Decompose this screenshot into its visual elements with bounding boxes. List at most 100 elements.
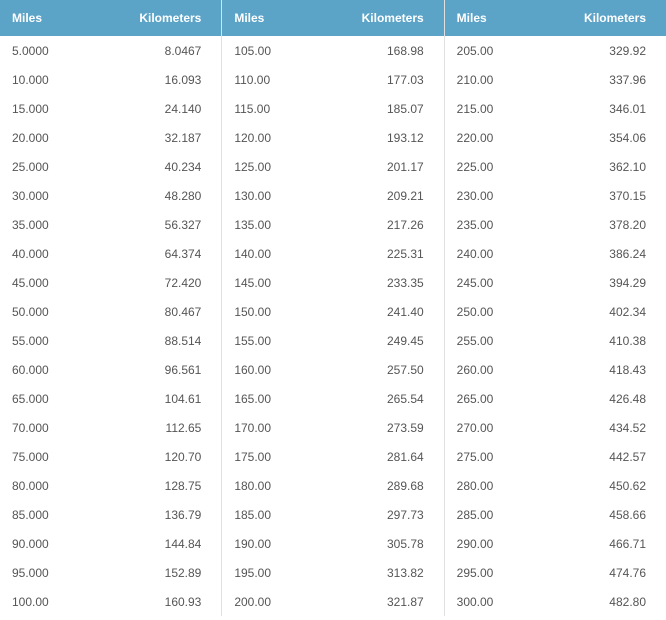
- table-row: 155.00249.45: [222, 326, 443, 355]
- kilometers-cell: 370.15: [551, 185, 666, 207]
- kilometers-cell: 209.21: [329, 185, 444, 207]
- kilometers-cell: 120.70: [107, 446, 222, 468]
- table-row: 40.00064.374: [0, 239, 221, 268]
- table-row: 240.00386.24: [445, 239, 666, 268]
- header-row: Miles Kilometers: [0, 0, 221, 36]
- table-row: 225.00362.10: [445, 152, 666, 181]
- kilometers-cell: 72.420: [107, 272, 222, 294]
- miles-cell: 140.00: [222, 243, 329, 265]
- miles-cell: 165.00: [222, 388, 329, 410]
- table-row: 260.00418.43: [445, 355, 666, 384]
- conversion-table: Miles Kilometers 5.00008.046710.00016.09…: [0, 0, 666, 616]
- miles-cell: 280.00: [445, 475, 552, 497]
- kilometers-cell: 289.68: [329, 475, 444, 497]
- table-row: 5.00008.0467: [0, 36, 221, 65]
- miles-cell: 290.00: [445, 533, 552, 555]
- table-section-3: Miles Kilometers 205.00329.92210.00337.9…: [445, 0, 666, 616]
- table-row: 105.00168.98: [222, 36, 443, 65]
- header-row: Miles Kilometers: [445, 0, 666, 36]
- table-row: 10.00016.093: [0, 65, 221, 94]
- miles-cell: 260.00: [445, 359, 552, 381]
- kilometers-cell: 217.26: [329, 214, 444, 236]
- miles-cell: 195.00: [222, 562, 329, 584]
- table-row: 150.00241.40: [222, 297, 443, 326]
- header-miles: Miles: [222, 3, 329, 33]
- miles-cell: 90.000: [0, 533, 107, 555]
- table-row: 215.00346.01: [445, 94, 666, 123]
- kilometers-cell: 152.89: [107, 562, 222, 584]
- table-row: 185.00297.73: [222, 500, 443, 529]
- miles-cell: 55.000: [0, 330, 107, 352]
- kilometers-cell: 168.98: [329, 40, 444, 62]
- miles-cell: 135.00: [222, 214, 329, 236]
- kilometers-cell: 56.327: [107, 214, 222, 236]
- kilometers-cell: 8.0467: [107, 40, 222, 62]
- table-body-3: 205.00329.92210.00337.96215.00346.01220.…: [445, 36, 666, 616]
- kilometers-cell: 88.514: [107, 330, 222, 352]
- table-row: 210.00337.96: [445, 65, 666, 94]
- header-miles: Miles: [445, 3, 552, 33]
- miles-cell: 225.00: [445, 156, 552, 178]
- table-row: 95.000152.89: [0, 558, 221, 587]
- kilometers-cell: 241.40: [329, 301, 444, 323]
- kilometers-cell: 24.140: [107, 98, 222, 120]
- miles-cell: 255.00: [445, 330, 552, 352]
- kilometers-cell: 16.093: [107, 69, 222, 91]
- miles-cell: 125.00: [222, 156, 329, 178]
- miles-cell: 5.0000: [0, 40, 107, 62]
- table-row: 120.00193.12: [222, 123, 443, 152]
- table-row: 30.00048.280: [0, 181, 221, 210]
- miles-cell: 45.000: [0, 272, 107, 294]
- table-row: 65.000104.61: [0, 384, 221, 413]
- table-row: 285.00458.66: [445, 500, 666, 529]
- kilometers-cell: 32.187: [107, 127, 222, 149]
- miles-cell: 65.000: [0, 388, 107, 410]
- miles-cell: 50.000: [0, 301, 107, 323]
- table-row: 270.00434.52: [445, 413, 666, 442]
- miles-cell: 110.00: [222, 69, 329, 91]
- kilometers-cell: 136.79: [107, 504, 222, 526]
- table-row: 280.00450.62: [445, 471, 666, 500]
- miles-cell: 130.00: [222, 185, 329, 207]
- miles-cell: 40.000: [0, 243, 107, 265]
- kilometers-cell: 466.71: [551, 533, 666, 555]
- table-row: 15.00024.140: [0, 94, 221, 123]
- table-row: 50.00080.467: [0, 297, 221, 326]
- miles-cell: 245.00: [445, 272, 552, 294]
- kilometers-cell: 402.34: [551, 301, 666, 323]
- miles-cell: 240.00: [445, 243, 552, 265]
- kilometers-cell: 40.234: [107, 156, 222, 178]
- table-row: 60.00096.561: [0, 355, 221, 384]
- kilometers-cell: 386.24: [551, 243, 666, 265]
- table-body-1: 5.00008.046710.00016.09315.00024.14020.0…: [0, 36, 221, 616]
- miles-cell: 105.00: [222, 40, 329, 62]
- kilometers-cell: 128.75: [107, 475, 222, 497]
- kilometers-cell: 418.43: [551, 359, 666, 381]
- table-row: 35.00056.327: [0, 210, 221, 239]
- miles-cell: 25.000: [0, 156, 107, 178]
- table-row: 250.00402.34: [445, 297, 666, 326]
- miles-cell: 300.00: [445, 591, 552, 613]
- table-row: 205.00329.92: [445, 36, 666, 65]
- kilometers-cell: 80.467: [107, 301, 222, 323]
- table-row: 80.000128.75: [0, 471, 221, 500]
- miles-cell: 115.00: [222, 98, 329, 120]
- miles-cell: 155.00: [222, 330, 329, 352]
- table-row: 180.00289.68: [222, 471, 443, 500]
- kilometers-cell: 362.10: [551, 156, 666, 178]
- kilometers-cell: 378.20: [551, 214, 666, 236]
- kilometers-cell: 394.29: [551, 272, 666, 294]
- kilometers-cell: 346.01: [551, 98, 666, 120]
- header-kilometers: Kilometers: [107, 3, 222, 33]
- table-row: 160.00257.50: [222, 355, 443, 384]
- table-section-2: Miles Kilometers 105.00168.98110.00177.0…: [222, 0, 444, 616]
- table-row: 195.00313.82: [222, 558, 443, 587]
- kilometers-cell: 305.78: [329, 533, 444, 555]
- kilometers-cell: 233.35: [329, 272, 444, 294]
- kilometers-cell: 48.280: [107, 185, 222, 207]
- table-row: 70.000112.65: [0, 413, 221, 442]
- miles-cell: 20.000: [0, 127, 107, 149]
- miles-cell: 285.00: [445, 504, 552, 526]
- miles-cell: 175.00: [222, 446, 329, 468]
- miles-cell: 295.00: [445, 562, 552, 584]
